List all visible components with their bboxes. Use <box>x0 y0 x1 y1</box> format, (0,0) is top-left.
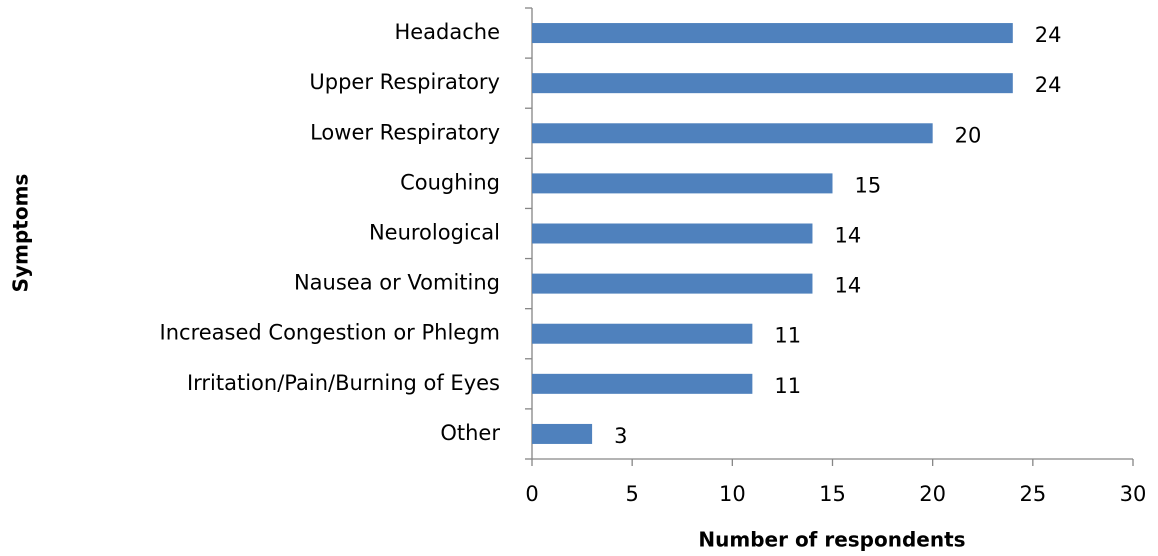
y-tick-label: Coughing <box>400 170 500 194</box>
bar <box>532 73 1013 94</box>
bar <box>532 373 753 394</box>
bar <box>532 173 833 194</box>
y-axis-title: Symptoms <box>9 174 33 293</box>
x-tick-label: 10 <box>719 482 746 506</box>
y-tick-label: Irritation/Pain/Burning of Eyes <box>187 371 500 395</box>
value-label: 14 <box>834 274 861 298</box>
bar <box>532 273 813 294</box>
y-tick-label: Lower Respiratory <box>310 120 500 144</box>
value-label: 11 <box>774 374 801 398</box>
y-tick-label: Neurological <box>369 221 500 245</box>
y-tick-label: Other <box>440 421 500 445</box>
x-tick-label: 20 <box>919 482 946 506</box>
y-tick-label: Upper Respiratory <box>309 70 500 94</box>
x-tick-label: 5 <box>625 482 638 506</box>
value-label: 24 <box>1035 73 1062 97</box>
y-tick-label: Nausea or Vomiting <box>294 271 500 295</box>
value-label: 11 <box>774 324 801 348</box>
bar <box>532 123 933 144</box>
bar <box>532 423 593 444</box>
y-tick-label: Increased Congestion or Phlegm <box>160 321 500 345</box>
y-tick-label: Headache <box>394 20 500 44</box>
x-tick-label: 25 <box>1019 482 1046 506</box>
x-tick-label: 15 <box>819 482 846 506</box>
bar <box>532 23 1013 44</box>
value-label: 24 <box>1035 23 1062 47</box>
x-axis-title: Number of respondents <box>698 528 965 552</box>
x-tick-label: 30 <box>1120 482 1147 506</box>
value-label: 15 <box>855 173 882 197</box>
bar <box>532 323 753 344</box>
x-tick-label: 0 <box>525 482 538 506</box>
value-label: 14 <box>834 224 861 248</box>
value-label: 20 <box>955 123 982 147</box>
value-label: 3 <box>614 424 627 448</box>
bar <box>532 223 813 244</box>
